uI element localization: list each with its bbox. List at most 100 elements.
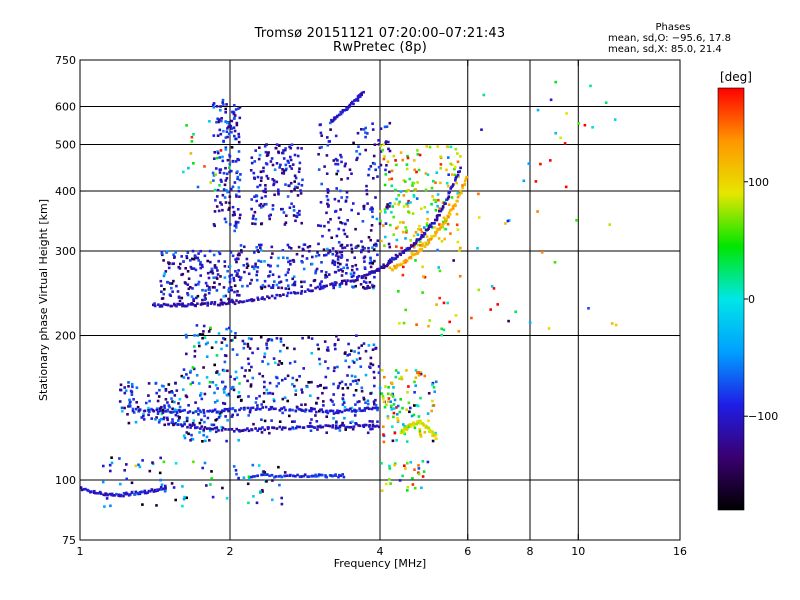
echo-point [192,133,195,136]
echo-point [166,401,169,404]
echo-point [181,485,184,488]
echo-point [395,439,398,442]
echo-point [267,338,270,341]
echo-point [420,235,423,239]
echo-point [362,128,366,131]
echo-point [215,266,218,270]
echo-point [289,427,292,431]
echo-point [171,391,174,394]
echo-point [131,409,135,413]
echo-point [224,111,227,114]
echo-point [185,373,188,376]
echo-point [245,299,249,303]
echo-point [388,266,392,269]
echo-point [218,412,222,416]
echo-point [228,123,231,127]
echo-point [322,248,326,251]
echo-point [254,265,257,268]
echo-point [357,274,361,278]
echo-point [221,155,224,159]
echo-point [320,270,323,273]
echo-point [221,101,224,104]
echo-point [358,409,361,412]
echo-point [439,163,443,166]
echo-point [384,211,387,214]
echo-point [233,134,236,138]
echo-point [291,258,295,262]
echo-point [209,326,212,330]
echo-point [278,409,282,412]
echo-point [296,211,299,215]
echo-point [432,404,436,407]
echo-point [444,221,447,224]
echo-point [173,400,176,404]
echo-point [396,417,399,420]
echo-point [334,117,337,120]
echo-point [279,340,283,343]
echo-point [456,228,460,231]
echo-point [223,360,227,364]
echo-point [233,224,237,228]
echo-point [219,298,223,302]
echo-point [371,215,374,219]
echo-point [366,132,369,135]
echo-point [353,414,357,417]
echo-point [327,349,330,352]
echo-point [222,337,225,340]
echo-point [306,245,310,249]
echo-point [294,219,297,223]
echo-point [200,397,204,401]
echo-point [329,218,332,221]
echo-point [222,188,226,191]
echo-point [294,475,297,478]
echo-point [187,166,190,170]
echo-point [369,229,373,232]
echo-point [248,299,251,302]
echo-point [337,475,340,479]
echo-point [388,478,391,481]
echo-point [424,172,428,175]
echo-point [407,189,410,192]
echo-point [365,184,368,188]
echo-point [201,440,204,443]
echo-point [364,401,367,404]
echo-point [265,342,268,345]
echo-point [197,341,201,345]
echo-point [559,136,562,140]
echo-point [174,251,177,254]
echo-point [186,251,190,254]
echo-point [449,232,452,235]
echo-point [406,156,410,160]
echo-point [189,426,192,429]
echo-point [325,195,329,198]
echo-point [313,407,316,411]
echo-point [228,407,231,411]
echo-point [172,253,175,256]
echo-point [363,247,366,250]
echo-point [321,391,324,395]
echo-point [240,250,243,254]
echo-point [387,262,390,265]
echo-point [289,146,293,150]
echo-point [205,376,209,379]
echo-point [369,356,373,360]
echo-point [326,202,329,206]
echo-point [415,197,419,200]
echo-point [208,380,212,384]
echo-point [346,425,349,429]
echo-point [334,347,337,351]
y-tick-label: 600 [55,101,76,114]
echo-point [439,226,442,230]
echo-point [383,125,387,129]
echo-point [178,405,182,409]
echo-point [445,217,448,221]
x-tick-label: 8 [527,545,534,558]
echo-point [258,183,262,187]
echo-point [232,465,236,468]
echo-point [410,243,413,247]
echo-point [148,399,151,403]
echo-point [262,190,266,193]
echo-point [178,299,182,303]
echo-point [180,296,184,300]
echo-point [194,304,197,308]
